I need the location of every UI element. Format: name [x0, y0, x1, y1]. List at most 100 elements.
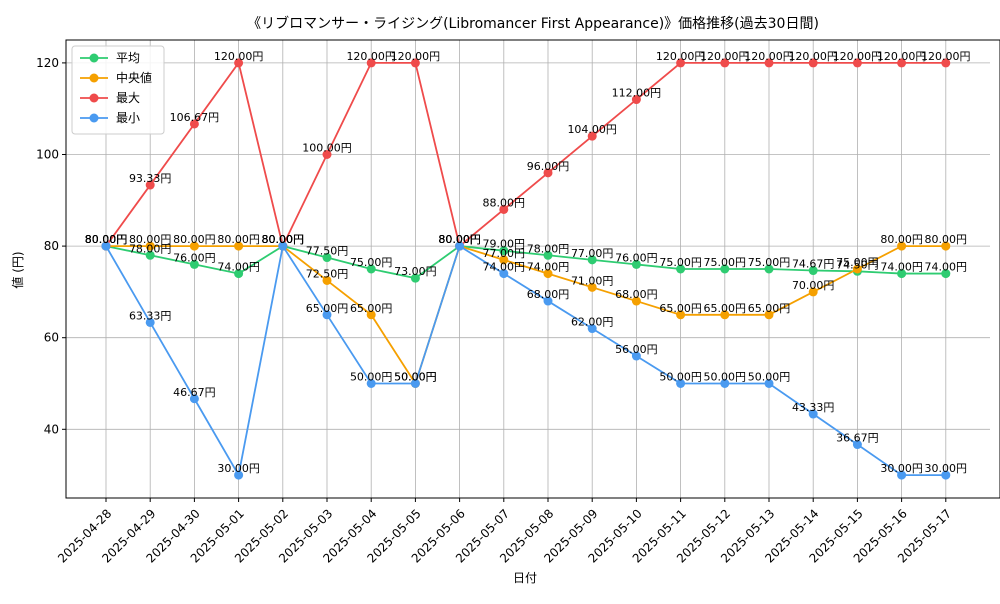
series-point — [101, 241, 111, 251]
series-point — [499, 204, 509, 214]
series-point — [543, 296, 553, 306]
series-point — [941, 58, 951, 68]
data-label: 112.00円 — [612, 87, 662, 100]
y-axis-title: 値 (円) — [10, 251, 25, 288]
series-point — [145, 250, 155, 260]
chart-title: 《リブロマンサー・ライジング(Libromancer First Appeara… — [247, 15, 819, 32]
data-label: 120.00円 — [921, 50, 971, 63]
series-point — [410, 58, 420, 68]
data-label: 46.67円 — [173, 386, 216, 399]
series-point — [676, 264, 686, 274]
series-point — [631, 95, 641, 105]
data-label: 65.00円 — [704, 302, 747, 315]
series-point — [278, 241, 288, 251]
data-label: 76.00円 — [173, 251, 216, 264]
data-label: 80.00円 — [217, 233, 260, 246]
series-point — [322, 310, 332, 320]
data-label: 74.00円 — [527, 261, 570, 274]
data-label: 80.00円 — [85, 233, 128, 246]
data-label: 80.00円 — [880, 233, 923, 246]
data-label: 75.00円 — [659, 256, 702, 269]
series-point — [322, 275, 332, 285]
series-point — [852, 440, 862, 450]
series-point — [720, 310, 730, 320]
series-point — [852, 264, 862, 274]
axes: 2025-04-282025-04-292025-04-302025-05-01… — [36, 56, 954, 566]
series-point — [410, 273, 420, 283]
series-group — [101, 58, 951, 480]
data-label: 79.00円 — [483, 238, 526, 251]
series-line — [105, 243, 946, 478]
data-label: 75.00円 — [748, 256, 791, 269]
series-point — [234, 241, 244, 251]
series-point — [941, 470, 951, 480]
series-point — [234, 58, 244, 68]
series-point — [587, 131, 597, 141]
data-label: 104.00円 — [567, 123, 617, 136]
series-point — [499, 255, 509, 265]
legend-label: 最小 — [116, 111, 140, 125]
y-tick-label: 100 — [36, 148, 59, 162]
data-label: 120.00円 — [391, 50, 441, 63]
series-point — [366, 379, 376, 388]
series-point — [631, 259, 641, 269]
series-point — [366, 58, 376, 68]
series-point — [852, 58, 862, 68]
data-label: 80.00円 — [262, 233, 305, 246]
series-point — [543, 250, 553, 260]
series-point — [189, 259, 199, 269]
series-point — [145, 241, 155, 251]
series-point — [322, 253, 332, 263]
data-label: 80.00円 — [262, 233, 305, 246]
data-label: 77.00円 — [571, 247, 614, 260]
series-point — [410, 379, 420, 388]
y-tick-label: 120 — [36, 56, 59, 70]
series-point — [764, 379, 774, 388]
data-label: 80.00円 — [262, 233, 305, 246]
series-point — [543, 168, 553, 178]
series-point — [499, 269, 509, 279]
series-point — [676, 310, 686, 320]
data-label: 74.50円 — [836, 258, 879, 271]
series-point — [897, 269, 907, 279]
data-label: 74.00円 — [925, 261, 968, 274]
data-label: 74.67円 — [792, 258, 835, 271]
data-label: 80.00円 — [438, 233, 481, 246]
x-axis-title: 日付 — [513, 571, 537, 585]
data-label: 78.00円 — [527, 242, 570, 255]
data-label: 63.33円 — [129, 309, 172, 322]
data-label: 56.00円 — [615, 343, 658, 356]
series-point — [322, 150, 332, 159]
legend-marker — [89, 113, 99, 123]
data-label: 120.00円 — [700, 50, 750, 63]
data-label: 77.50円 — [306, 245, 349, 258]
data-label: 120.00円 — [788, 50, 838, 63]
data-label: 96.00円 — [527, 160, 570, 173]
data-label: 65.00円 — [306, 302, 349, 315]
data-label: 100.00円 — [302, 142, 352, 155]
y-tick-label: 60 — [44, 331, 59, 345]
series-point — [366, 310, 376, 320]
series-point — [897, 470, 907, 480]
data-label: 36.67円 — [836, 432, 879, 445]
series-point — [808, 58, 818, 68]
data-label: 77.00円 — [483, 247, 526, 260]
series-point — [941, 269, 951, 279]
legend-label: 最大 — [116, 91, 140, 105]
series-point — [234, 470, 244, 480]
series-point — [543, 269, 553, 279]
series-point — [897, 58, 907, 68]
data-label: 74.00円 — [483, 261, 526, 274]
data-label: 80.00円 — [173, 233, 216, 246]
series-line — [105, 60, 946, 249]
data-label: 78.00円 — [129, 242, 172, 255]
data-label: 80.00円 — [925, 233, 968, 246]
series-point — [145, 180, 155, 190]
series-point — [897, 241, 907, 251]
series-point — [808, 287, 818, 297]
legend-label: 平均 — [116, 51, 140, 65]
data-label: 75.00円 — [704, 256, 747, 269]
data-label: 43.33円 — [792, 401, 835, 414]
